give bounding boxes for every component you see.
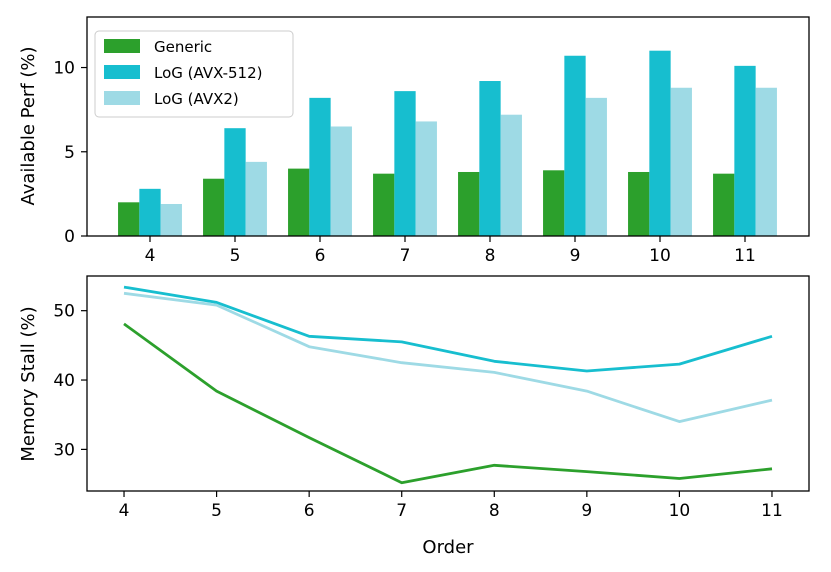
bar-log-avx2--6 [330,126,352,236]
line-group [123,285,773,485]
legend-frame [94,30,294,118]
bar-generic-11 [713,173,735,236]
bar-generic-8 [458,171,480,236]
top-x-tick-label: 6 [315,246,326,266]
bar-log-avx-512--5 [224,128,246,236]
bar-log-avx2--4 [160,203,182,236]
bar-log-avx-512--8 [479,81,501,236]
top-plot-frame [86,16,810,237]
bar-log-avx-512--4 [139,188,161,236]
top-y-axis: 0 5 10 [53,59,87,247]
line-log-avx2 [123,291,773,424]
bottom-x-tick-label: 7 [396,501,407,521]
bottom-plot-frame [86,275,810,492]
top-y-axis-label: Available Perf (%) [18,46,39,205]
top-x-tick-label: 9 [570,246,581,266]
bottom-y-tick-label: 50 [53,302,75,322]
bar-log-avx2--10 [670,87,692,236]
line-generic [123,322,773,485]
bar-log-avx2--9 [585,97,607,236]
bar-generic-5 [203,178,225,236]
bottom-x-tick-label: 10 [669,501,691,521]
bar-generic-9 [543,170,565,236]
bottom-x-tick-label: 6 [304,501,315,521]
bottom-x-tick-label: 8 [489,501,500,521]
legend-label-generic: Generic [154,38,212,56]
top-x-tick-label: 11 [734,246,756,266]
bar-log-avx2--7 [415,121,437,236]
bottom-x-axis: 4 5 6 7 8 9 10 11 [119,491,783,521]
legend-swatch-log-avx512 [104,65,140,79]
bottom-y-axis: 30 40 50 [53,302,87,460]
bar-log-avx-512--11 [734,65,756,236]
top-x-tick-label: 4 [145,246,156,266]
top-x-tick-label: 8 [485,246,496,266]
top-x-axis: 4 5 6 7 8 9 10 11 [145,236,756,266]
bar-chart-available-perf: 4 5 6 7 8 9 10 11 0 5 10 Available Perf (%) Gener… [18,16,810,266]
legend-label-log-avx2: LoG (AVX2) [154,90,239,108]
top-x-tick-label: 10 [649,246,671,266]
bar-generic-6 [288,168,310,236]
legend-label-log-avx512: LoG (AVX-512) [154,64,263,82]
bar-log-avx-512--10 [649,50,671,236]
legend: Generic LoG (AVX-512) LoG (AVX2) [94,30,294,118]
bar-log-avx-512--7 [394,91,416,236]
top-x-tick-label: 5 [230,246,241,266]
line-chart-memory-stall: 4 5 6 7 8 9 10 11 30 40 50 Memory Stall (%) Order [18,275,810,558]
top-y-tick-label: 5 [64,143,75,163]
bottom-x-tick-label: 4 [119,501,130,521]
bottom-x-tick-label: 9 [581,501,592,521]
bottom-x-tick-label: 11 [761,501,783,521]
bar-generic-7 [373,173,395,236]
bar-log-avx-512--6 [309,97,331,236]
top-y-tick-label: 0 [64,227,75,247]
bottom-y-tick-label: 40 [53,371,75,391]
bar-generic-10 [628,171,650,236]
bottom-x-tick-label: 5 [211,501,222,521]
legend-swatch-generic [104,39,140,53]
bar-generic-4 [118,202,140,236]
bar-group [118,50,777,236]
bar-log-avx-512--9 [564,55,586,236]
bottom-y-axis-label: Memory Stall (%) [18,306,39,461]
bottom-x-axis-label: Order [422,537,474,558]
bar-log-avx2--11 [755,87,777,236]
top-y-tick-label: 10 [53,59,75,79]
legend-swatch-log-avx2 [104,91,140,105]
top-x-tick-label: 7 [400,246,411,266]
line-log-avx512 [123,285,773,373]
bar-log-avx2--5 [245,161,267,236]
bottom-y-tick-label: 30 [53,440,75,460]
bar-log-avx2--8 [500,114,522,236]
